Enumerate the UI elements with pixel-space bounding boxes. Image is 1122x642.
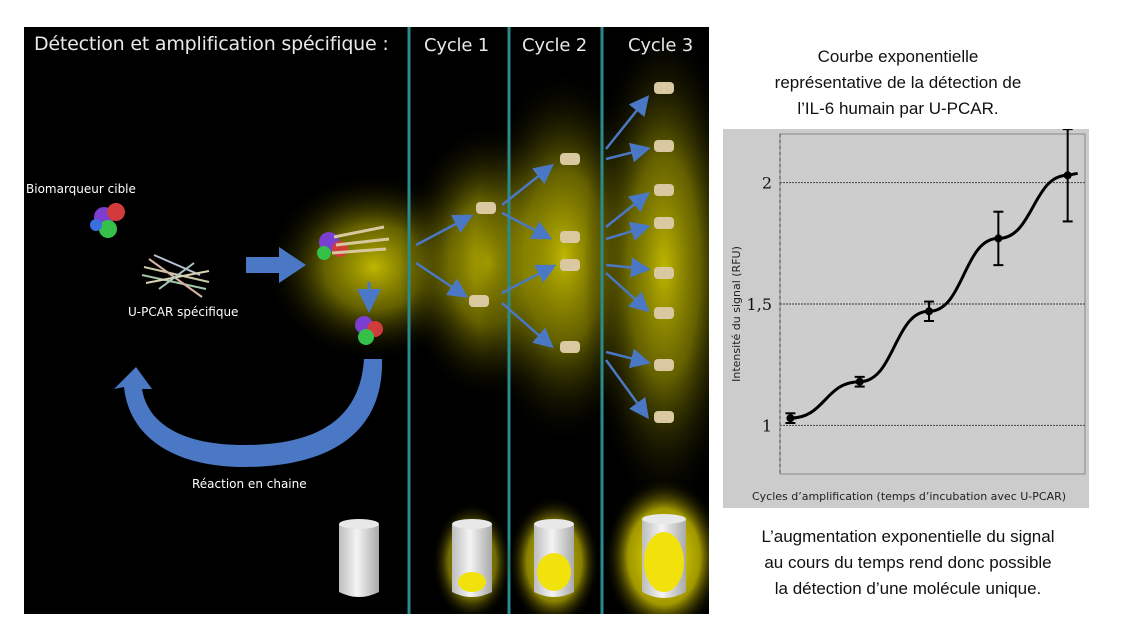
- plot-area: [779, 133, 1086, 475]
- biomarker-label: Biomarqueur cible: [26, 182, 136, 196]
- data-point: [925, 307, 934, 316]
- bottom-caption: L’augmentation exponentielle du signal a…: [718, 524, 1098, 602]
- y-tick-label: 1,5: [747, 295, 772, 314]
- y-axis-label: Intensité du signal (RFU): [730, 246, 743, 382]
- chart-caption-line-1: Courbe exponentielle: [817, 47, 979, 66]
- chart-caption-line-2: représentative de la détection de: [774, 73, 1022, 92]
- reaction-label: Réaction en chaine: [192, 477, 307, 491]
- data-point: [994, 234, 1003, 243]
- upcar-structure: [141, 254, 210, 298]
- cycle1-arrows: [415, 214, 474, 298]
- bottom-caption-line-2: au cours du temps rend donc possible: [764, 553, 1052, 572]
- chart-svg: 1 1,5 2 Intensité du signal (RFU) Cycles d’a…: [730, 129, 1086, 503]
- upcar-label: U-PCAR spécifique: [128, 305, 239, 319]
- diagram-graphics: [90, 27, 709, 614]
- cycle3-arrows: [604, 95, 651, 420]
- cycle2-arrows: [501, 163, 557, 349]
- biomarker-molecule: [90, 203, 125, 238]
- bottom-caption-line-1: L’augmentation exponentielle du signal: [761, 527, 1055, 546]
- signal-chart: 1 1,5 2 Intensité du signal (RFU) Cycles d’a…: [723, 129, 1089, 508]
- diagram-title: Détection et amplification spécifique :: [34, 33, 389, 55]
- tube-empty: [339, 519, 379, 597]
- data-point: [1063, 171, 1072, 180]
- released-biomarker: [355, 316, 383, 345]
- amplification-diagram: Détection et amplification spécifique : …: [24, 27, 709, 614]
- tube-cycle1: [452, 519, 492, 597]
- chart-caption: Courbe exponentielle représentative de l…: [728, 44, 1068, 122]
- cycle-2-label: Cycle 2: [522, 35, 587, 56]
- y-tick-label: 1: [762, 416, 772, 435]
- data-point: [855, 377, 864, 386]
- complex-molecule: [317, 225, 390, 260]
- main-arrow: [246, 247, 306, 283]
- tube-cycle2: [534, 519, 574, 597]
- x-axis-label: Cycles d’amplification (temps d’incubati…: [752, 490, 1066, 503]
- chart-caption-line-3: l’IL-6 humain par U-PCAR.: [797, 99, 999, 118]
- chain-reaction-arrow: [114, 359, 383, 467]
- cycle-3-label: Cycle 3: [628, 35, 693, 56]
- bottom-caption-line-3: la détection d’une molécule unique.: [774, 579, 1042, 598]
- y-tick-label: 2: [762, 174, 772, 193]
- tube-cycle3: [642, 514, 686, 598]
- cycle-1-label: Cycle 1: [424, 35, 489, 56]
- data-point: [786, 414, 795, 423]
- complexes: [469, 82, 674, 423]
